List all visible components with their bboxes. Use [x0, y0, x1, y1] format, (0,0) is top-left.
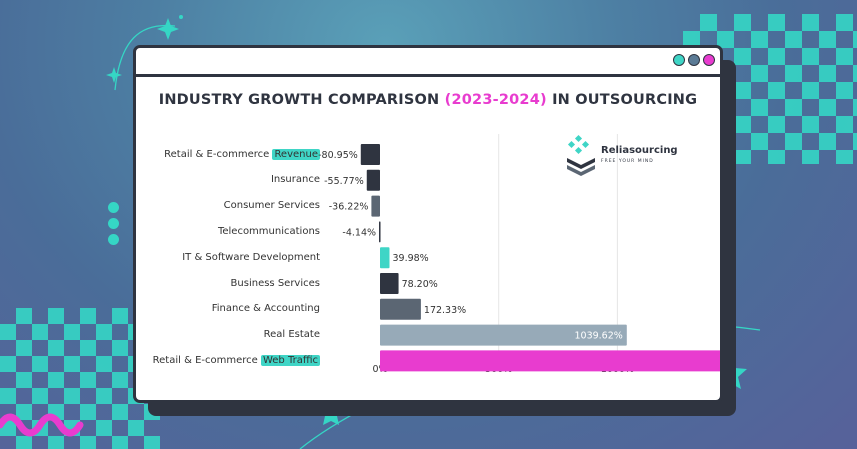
chart-title: INDUSTRY GROWTH COMPARISON (2023-2024) I… [136, 92, 720, 108]
bar [380, 273, 399, 294]
decor-dot [108, 202, 119, 213]
bar [371, 195, 380, 217]
data-label: -55.77% [324, 176, 364, 187]
zigzag-decor [0, 413, 84, 437]
category-label-text: Real Estate [263, 329, 320, 341]
category-label: Retail & E-commerce Revenue [164, 148, 320, 162]
sparkle-icon [106, 67, 122, 83]
bar [379, 221, 381, 243]
bar [380, 324, 627, 346]
data-label: -4.14% [342, 227, 376, 238]
brand-logo-icon [567, 134, 595, 176]
category-label: Telecommunications [218, 225, 320, 239]
category-label: Consumer Services [224, 199, 320, 213]
bar [380, 350, 720, 372]
sparkle-icon [157, 18, 179, 40]
brand-tagline: FREE YOUR MIND [601, 159, 654, 164]
decor-dot [108, 218, 119, 229]
category-label-text: Finance & Accounting [211, 303, 320, 315]
category-label-text: Insurance [270, 174, 320, 186]
decor-dot [108, 234, 119, 245]
category-label-text: Consumer Services [223, 200, 320, 212]
category-label: Business Services [231, 277, 320, 291]
window-titlebar [136, 48, 720, 77]
category-label: Retail & E-commerce Web Traffic [153, 354, 320, 368]
chart-title-part: INDUSTRY GROWTH COMPARISON [158, 92, 445, 108]
data-label: 39.98% [392, 253, 428, 264]
brand-logo: Reliasourcing FREE YOUR MIND [564, 134, 684, 182]
data-label: 78.20% [402, 279, 438, 290]
category-label-highlight: Web Traffic [260, 354, 320, 366]
category-label: IT & Software Development [182, 251, 320, 265]
brand-name: Reliasourcing [601, 145, 678, 156]
window-dot-teal [673, 54, 685, 66]
chart-title-years: (2023-2024) [444, 92, 547, 108]
category-label-text: Telecommunications [217, 225, 320, 237]
data-label: -80.95% [318, 150, 358, 161]
data-label: 172.33% [424, 305, 466, 316]
bar [360, 144, 380, 165]
chart-title-part: IN OUTSOURCING [546, 92, 698, 108]
window-dot-pink [703, 54, 715, 66]
data-label: -36.22% [329, 202, 369, 213]
bar [366, 169, 380, 191]
category-label-text: Retail & E-commerce [152, 354, 261, 366]
data-label: 1039.62% [574, 331, 622, 342]
bar [380, 247, 390, 269]
category-label-text: IT & Software Development [182, 251, 320, 263]
bar-chart: 0%500%1000%1500%2000%2500%-80.95%-55.77%… [318, 134, 720, 375]
category-label-text: Retail & E-commerce [164, 148, 273, 160]
category-label-highlight: Revenue [272, 148, 320, 160]
category-label: Real Estate [264, 328, 320, 342]
bar [380, 298, 421, 320]
category-label: Finance & Accounting [212, 302, 320, 316]
category-label: Insurance [271, 173, 320, 187]
chart-window: INDUSTRY GROWTH COMPARISON (2023-2024) I… [133, 45, 723, 403]
category-label-text: Business Services [230, 277, 320, 289]
decor-dot [179, 15, 183, 19]
window-dot-blue [688, 54, 700, 66]
